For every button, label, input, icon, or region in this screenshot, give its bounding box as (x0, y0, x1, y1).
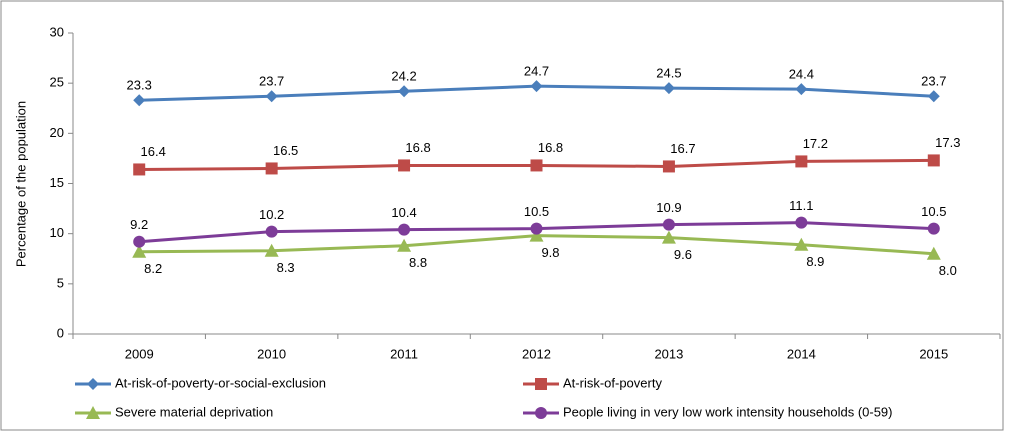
data-label: 16.8 (405, 140, 430, 155)
data-point (529, 228, 544, 242)
x-tick-label: 2014 (787, 346, 816, 361)
x-tick-label: 2010 (257, 346, 286, 361)
legend-marker (87, 378, 99, 390)
data-label: 23.3 (127, 78, 152, 93)
data-label: 10.4 (391, 205, 416, 220)
x-tick-label: 2013 (654, 346, 683, 361)
data-point (662, 82, 675, 95)
data-point (530, 159, 543, 172)
data-point (398, 85, 411, 98)
x-tick-label: 2009 (125, 346, 154, 361)
data-label: 23.7 (921, 74, 946, 89)
data-point (927, 154, 940, 167)
y-axis-title: Percentage of the population (13, 101, 28, 267)
y-tick-label: 10 (50, 225, 64, 240)
data-point (795, 155, 808, 168)
legend-label: At-risk-of-poverty-or-social-exclusion (115, 375, 326, 390)
data-point (132, 244, 147, 258)
data-point (133, 235, 146, 248)
y-tick-label: 25 (50, 75, 64, 90)
data-point (794, 237, 809, 251)
data-label: 9.2 (130, 217, 148, 232)
data-point (530, 80, 543, 93)
data-point (927, 90, 940, 103)
data-label: 16.7 (670, 141, 695, 156)
data-label: 9.6 (674, 247, 692, 262)
data-label: 10.5 (921, 204, 946, 219)
data-label: 10.5 (524, 204, 549, 219)
y-tick-label: 15 (50, 175, 64, 190)
data-label: 8.3 (277, 260, 295, 275)
data-point (926, 246, 941, 260)
data-point (265, 90, 278, 103)
data-point (662, 218, 675, 231)
data-label: 8.8 (409, 255, 427, 270)
legend-label: Severe material deprivation (115, 404, 273, 419)
legend-marker (535, 378, 547, 390)
data-label: 9.8 (541, 245, 559, 260)
data-point (661, 230, 676, 244)
data-label: 10.2 (259, 207, 284, 222)
y-tick-label: 30 (50, 24, 64, 39)
data-label: 23.7 (259, 74, 284, 89)
data-point (927, 222, 940, 235)
data-point (397, 238, 412, 252)
legend-marker (86, 406, 100, 419)
y-tick-label: 0 (57, 325, 64, 340)
data-label: 24.5 (656, 66, 681, 81)
legend-label: At-risk-of-poverty (563, 375, 662, 390)
data-label: 17.2 (803, 136, 828, 151)
data-point (133, 94, 146, 107)
data-label: 24.4 (789, 67, 814, 82)
data-point (662, 160, 675, 173)
x-tick-label: 2011 (390, 346, 418, 361)
data-point (133, 163, 146, 176)
data-label: 16.8 (538, 140, 563, 155)
x-tick-label: 2012 (522, 346, 551, 361)
data-label: 24.7 (524, 64, 549, 79)
data-point (265, 162, 278, 175)
data-point (265, 225, 278, 238)
x-tick-label: 2015 (919, 346, 948, 361)
data-label: 16.5 (273, 143, 298, 158)
data-label: 16.4 (141, 144, 166, 159)
y-tick-label: 5 (57, 275, 64, 290)
data-label: 8.0 (939, 263, 957, 278)
data-point (398, 223, 411, 236)
data-label: 17.3 (935, 135, 960, 150)
data-point (264, 243, 279, 257)
legend-label: People living in very low work intensity… (563, 404, 893, 419)
data-label: 10.9 (656, 200, 681, 215)
data-point (530, 222, 543, 235)
legend-marker (535, 407, 547, 419)
data-label: 8.2 (144, 261, 162, 276)
data-point (795, 83, 808, 96)
y-tick-label: 20 (50, 125, 64, 140)
data-point (795, 216, 808, 229)
data-label: 8.9 (806, 254, 824, 269)
data-label: 11.1 (789, 198, 813, 213)
data-point (398, 159, 411, 172)
data-label: 24.2 (391, 69, 416, 84)
